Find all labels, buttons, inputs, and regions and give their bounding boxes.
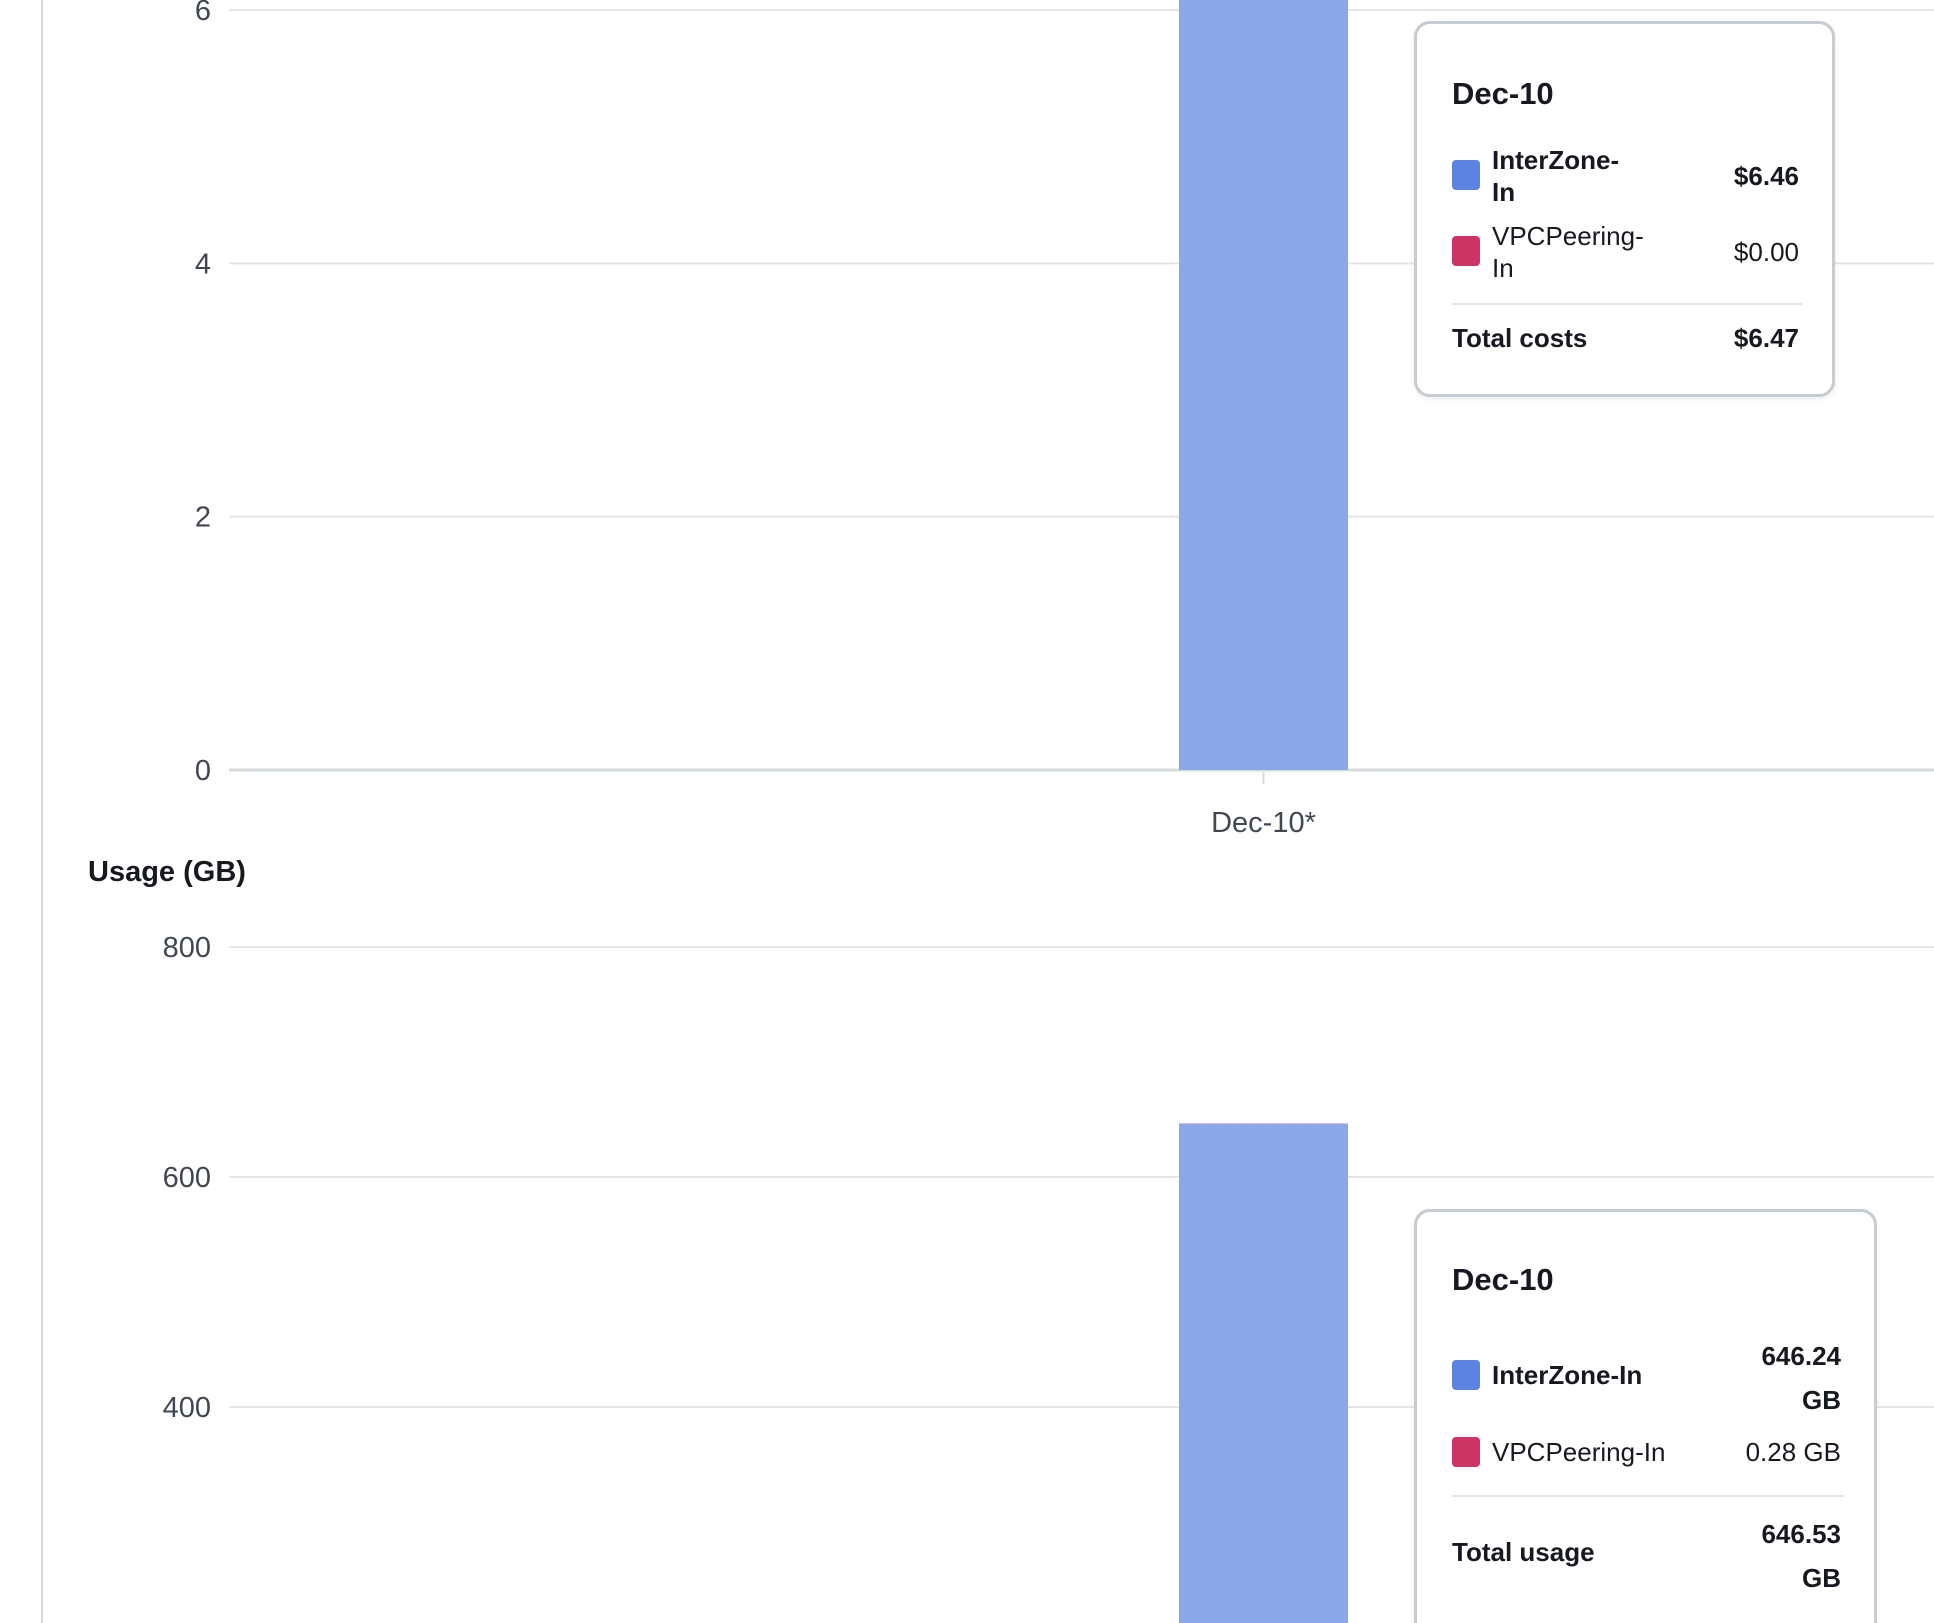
cost-bar-interzone-in[interactable] [1179, 0, 1348, 770]
usage-tooltip: Dec-10 InterZone-In 646.24 GB VPCPeering… [1414, 1209, 1877, 1623]
cost-tooltip-divider [1452, 303, 1802, 305]
vpcpeering-in-swatch-icon [1452, 1437, 1480, 1467]
interzone-in-swatch-icon [1452, 160, 1480, 190]
cost-chart: 0 2 4 6 Dec-10* [195, 0, 1934, 839]
cost-tooltip: Dec-10 InterZone-In $6.46 VPCPeering-In … [1414, 21, 1835, 397]
usage-tooltip-interzone-value: 646.24 GB [1761, 1341, 1841, 1415]
cost-tooltip-vpcpeering-value: $0.00 [1733, 237, 1799, 267]
usage-tooltip-interzone-label: InterZone-In [1492, 1360, 1643, 1390]
cost-y-tick-label: 0 [195, 755, 211, 787]
usage-tooltip-date: Dec-10 [1452, 1262, 1554, 1297]
usage-y-tick-label: 600 [163, 1162, 211, 1194]
cost-tooltip-total-value: $6.47 [1733, 323, 1799, 353]
cost-x-tick-label: Dec-10* [1211, 807, 1316, 839]
usage-tooltip-total-label: Total usage [1452, 1537, 1595, 1567]
cost-tooltip-total-label: Total costs [1452, 323, 1588, 353]
usage-y-tick-label: 400 [163, 1392, 211, 1424]
cost-y-tick-label: 2 [195, 502, 211, 534]
cost-y-tick-label: 4 [195, 248, 211, 280]
cost-tooltip-interzone-label: InterZone-In [1492, 145, 1620, 207]
usage-bar-interzone-in[interactable] [1179, 1123, 1348, 1623]
usage-tooltip-total-value: 646.53 GB [1761, 1519, 1841, 1593]
cost-tooltip-date: Dec-10 [1452, 76, 1554, 111]
cost-chart-y-ticks: 0 2 4 6 [195, 0, 211, 787]
cost-chart-bars[interactable] [1179, 0, 1348, 770]
cost-tooltip-vpcpeering-label: VPCPeering-In [1492, 221, 1644, 283]
vpcpeering-in-swatch-icon [1452, 236, 1480, 266]
usage-chart-y-ticks: 400 600 800 [163, 932, 211, 1424]
usage-y-tick-label: 800 [163, 932, 211, 964]
cost-chart-x-axis: Dec-10* [1211, 772, 1316, 839]
usage-chart-bars[interactable] [1179, 1123, 1348, 1623]
panel-left-border [41, 0, 43, 1623]
interzone-in-swatch-icon [1452, 1360, 1480, 1390]
usage-tooltip-vpcpeering-label: VPCPeering-In [1492, 1437, 1666, 1467]
usage-tooltip-divider [1452, 1495, 1844, 1497]
usage-tooltip-vpcpeering-value: 0.28 GB [1745, 1437, 1841, 1467]
usage-chart-y-axis-title: Usage (GB) [88, 856, 246, 888]
cost-y-tick-label: 6 [195, 0, 211, 27]
cost-tooltip-interzone-value: $6.46 [1733, 161, 1799, 191]
